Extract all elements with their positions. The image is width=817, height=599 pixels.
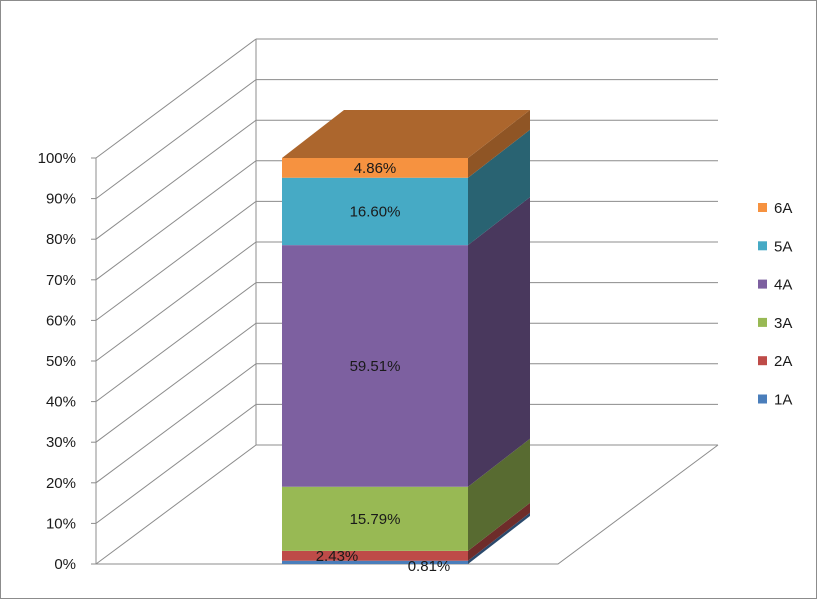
- y-tick-label: 80%: [46, 231, 76, 248]
- data-label-5A: 16.60%: [350, 203, 401, 220]
- y-tick-label: 10%: [46, 515, 76, 532]
- legend-label-3A: 3A: [774, 315, 792, 332]
- gridline-side: [95, 241, 257, 362]
- bar-side-2A: [468, 502, 530, 561]
- gridline-side: [95, 363, 257, 484]
- gridline-side: [95, 160, 257, 281]
- gridline-side: [95, 79, 257, 200]
- bar-segment-1A: [282, 512, 530, 564]
- legend-label-4A: 4A: [774, 277, 792, 294]
- gridline-side: [95, 200, 257, 321]
- bar-segment-2A: [282, 502, 530, 561]
- y-tick-label: 70%: [46, 272, 76, 289]
- legend-swatch-4A: [758, 279, 767, 289]
- data-label-2A: 2.43%: [316, 548, 359, 565]
- legend-swatch-6A: [758, 203, 767, 212]
- legend-label-5A: 5A: [774, 238, 792, 255]
- bar-side-3A: [468, 438, 530, 551]
- y-axis-ticks: 0% 10% 20% 30% 40% 50% 60% 70% 80% 90% 100%: [38, 150, 76, 573]
- stacked-bar: [282, 110, 530, 564]
- bar-front-5A: [282, 177, 468, 246]
- legend-swatch-3A: [758, 317, 767, 327]
- bar-front-3A: [282, 486, 468, 551]
- data-label-6A: 4.86%: [354, 160, 397, 177]
- bar-segment-3A: [282, 438, 530, 551]
- bar-front-6A: [282, 158, 468, 178]
- gridline-side: [95, 444, 257, 565]
- floor-outline: [96, 444, 719, 565]
- y-tick-label: 30%: [46, 434, 76, 451]
- y-tick-label: 90%: [46, 191, 76, 208]
- gridline-side: [95, 403, 257, 524]
- bar-side-1A: [468, 512, 530, 564]
- legend-label-2A: 2A: [774, 353, 792, 370]
- legend-swatch-1A: [758, 394, 767, 404]
- bar-top-6A: [282, 110, 530, 158]
- bar-side-5A: [468, 129, 530, 246]
- data-label-1A: 0.81%: [408, 558, 451, 575]
- legend-swatch-2A: [758, 356, 767, 366]
- data-label-4A: 59.51%: [350, 358, 401, 375]
- gridline-side: [95, 282, 257, 403]
- y-tick-label: 40%: [46, 394, 76, 411]
- gridline-side: [95, 119, 257, 240]
- y-tick-label: 0%: [54, 556, 76, 573]
- bar-segment-5A: [282, 129, 530, 246]
- y-tick-label: 50%: [46, 353, 76, 370]
- bar-segment-6A: [282, 110, 530, 178]
- gridline-side: [95, 38, 257, 159]
- y-tick-label: 20%: [46, 475, 76, 492]
- y-tick-label: 60%: [46, 312, 76, 329]
- legend: 6A 5A 4A 3A 2A 1A: [758, 200, 792, 409]
- legend-label-6A: 6A: [774, 200, 792, 217]
- data-labels: 0.81% 2.43% 15.79% 59.51% 16.60% 4.86%: [316, 160, 451, 575]
- bar-side-4A: [468, 197, 530, 487]
- legend-label-1A: 1A: [774, 392, 792, 409]
- legend-swatch-5A: [758, 241, 767, 251]
- data-label-3A: 15.79%: [350, 511, 401, 528]
- bar-front-1A: [282, 560, 468, 564]
- bar-segment-4A: [282, 197, 530, 487]
- gridline-side: [95, 322, 257, 443]
- bar-side-6A: [468, 110, 530, 178]
- y-tick-label: 100%: [38, 150, 76, 167]
- bar-front-2A: [282, 550, 468, 561]
- bar-front-4A: [282, 245, 468, 487]
